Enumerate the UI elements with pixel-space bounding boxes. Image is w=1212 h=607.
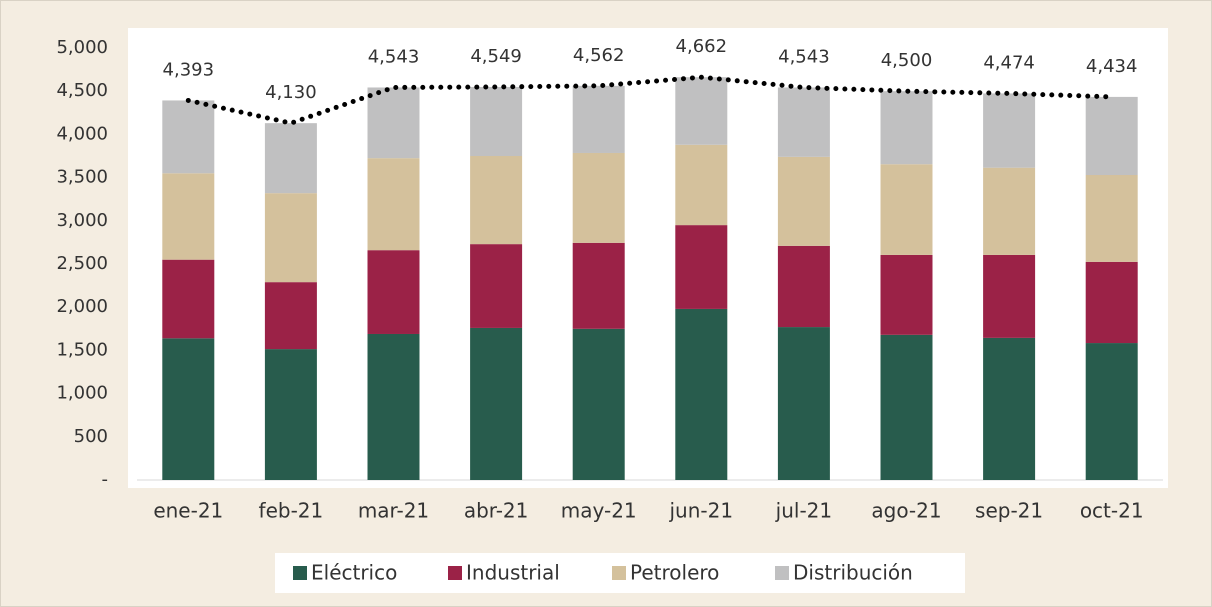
x-tick-label: abr-21 [464, 499, 529, 523]
x-tick-label: feb-21 [259, 499, 324, 523]
bar-segment [777, 156, 830, 246]
legend-swatch [448, 566, 462, 580]
bar-segment [367, 250, 420, 334]
bar-segment [470, 244, 523, 328]
y-tick-label: 3,000 [56, 210, 108, 231]
bar-segment [1085, 261, 1138, 344]
bar-segment [777, 245, 830, 328]
y-tick-label: 2,000 [56, 296, 108, 317]
bar-segment [880, 164, 933, 255]
bar-segment [675, 308, 728, 480]
y-tick-label: 5,000 [56, 37, 108, 58]
bar-segment [880, 254, 933, 335]
data-label: 4,543 [368, 46, 420, 67]
x-tick-label: jul-21 [775, 499, 832, 523]
bar-segment [880, 91, 933, 165]
y-tick-label: 4,500 [56, 80, 108, 101]
y-tick-label: 500 [74, 426, 108, 447]
bar-segment [162, 173, 215, 260]
bar-segment [264, 349, 317, 480]
legend-swatch [293, 566, 307, 580]
legend-label: Eléctrico [311, 561, 397, 585]
bar-segment [367, 87, 420, 159]
bar-segment [675, 225, 728, 309]
bar-segment [162, 338, 215, 480]
legend-swatch [612, 566, 626, 580]
x-tick-label: mar-21 [358, 499, 429, 523]
total-line [185, 74, 1115, 126]
bar-segment [675, 77, 728, 145]
y-tick-label: 1,500 [56, 339, 108, 360]
data-label: 4,393 [163, 59, 215, 80]
y-tick-label: - [102, 469, 109, 490]
bar-segment [367, 158, 420, 251]
legend-label: Industrial [466, 561, 560, 585]
bar-segment [264, 282, 317, 350]
data-label: 4,500 [881, 50, 933, 71]
x-tick-label: may-21 [561, 499, 637, 523]
data-label: 4,662 [676, 36, 728, 57]
data-label: 4,434 [1086, 56, 1138, 77]
x-tick-label: ene-21 [153, 499, 223, 523]
bar-segment [1085, 175, 1138, 262]
bar-segment [880, 334, 933, 480]
bar-segment [983, 337, 1036, 480]
data-label: 4,549 [470, 46, 522, 67]
x-tick-label: sep-21 [975, 499, 1043, 523]
bar-segment [264, 193, 317, 283]
x-tick-label: jun-21 [669, 499, 734, 523]
bar-segment [675, 144, 728, 226]
bar-segment [777, 327, 830, 480]
data-label: 4,562 [573, 45, 625, 66]
bar-segment [470, 156, 523, 245]
x-tick-label: oct-21 [1080, 499, 1144, 523]
y-tick-label: 4,000 [56, 123, 108, 144]
y-tick-label: 2,500 [56, 253, 108, 274]
bar-segment [367, 333, 420, 480]
legend-label: Petrolero [630, 561, 719, 585]
x-tick-label: ago-21 [871, 499, 941, 523]
bar-segment [572, 85, 625, 153]
y-tick-label: 1,000 [56, 383, 108, 404]
data-label: 4,474 [983, 52, 1035, 73]
bar-segment [470, 327, 523, 480]
data-label: 4,543 [778, 46, 830, 67]
bar-segment [983, 93, 1036, 168]
bar-segment [572, 152, 625, 243]
bar-segment [264, 123, 317, 194]
y-tick-label: 3,500 [56, 167, 108, 188]
bar-segment [162, 100, 215, 174]
bar-segment [777, 87, 830, 157]
bar-segment [470, 86, 523, 156]
bar-segment [1085, 96, 1138, 176]
data-label: 4,130 [265, 82, 317, 103]
legend-label: Distribución [793, 561, 913, 585]
bar-segment [572, 328, 625, 480]
bar-segment [1085, 343, 1138, 480]
bar-segment [162, 259, 215, 339]
bar-segment [983, 167, 1036, 255]
bar-segment [983, 254, 1036, 338]
bar-segment [572, 242, 625, 329]
legend-swatch [775, 566, 789, 580]
